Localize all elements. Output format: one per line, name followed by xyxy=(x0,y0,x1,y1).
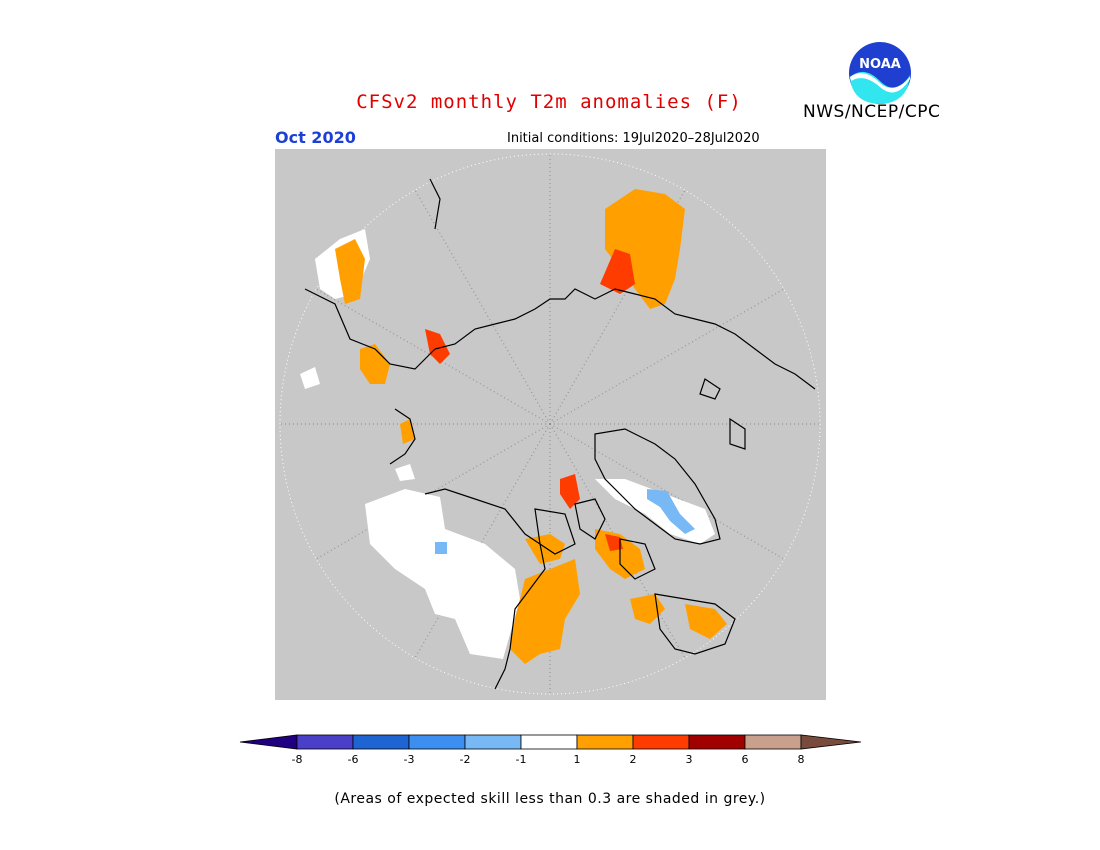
initial-conditions: Initial conditions: 19Jul2020–28Jul2020 xyxy=(507,131,760,146)
coastlines xyxy=(304,178,816,690)
agency-label: NWS/NCEP/CPC xyxy=(803,102,941,122)
colorbar-box xyxy=(576,734,634,750)
colorbar-tick-label: -1 xyxy=(516,753,527,766)
colorbar-box xyxy=(520,734,578,750)
colorbar-tick-label: 1 xyxy=(574,753,581,766)
colorbar-box xyxy=(744,734,802,750)
red-anomaly-regions xyxy=(425,249,635,551)
colorbar-tick-label: -3 xyxy=(404,753,415,766)
colorbar: -8 -6 -3 -2 -1 1 2 3 6 8 xyxy=(239,734,862,766)
forecast-month: Oct 2020 xyxy=(275,128,356,147)
colorbar-tick-label: 3 xyxy=(686,753,693,766)
colorbar-box xyxy=(632,734,690,750)
colorbar-tick-label: -2 xyxy=(460,753,471,766)
polar-map xyxy=(275,149,826,700)
colorbar-arrow-high xyxy=(800,734,862,750)
map-title: CFSv2 monthly T2m anomalies (F) xyxy=(356,91,742,113)
colorbar-tick-label: 8 xyxy=(798,753,805,766)
colorbar-box xyxy=(688,734,746,750)
colorbar-box xyxy=(296,734,354,750)
outer-latitude-circle xyxy=(279,153,821,695)
skill-note: (Areas of expected skill less than 0.3 a… xyxy=(334,791,766,807)
colorbar-tick-label: -8 xyxy=(292,753,303,766)
blue-anomaly-regions xyxy=(435,489,695,554)
noaa-logo: NOAA xyxy=(849,42,911,104)
colorbar-box xyxy=(408,734,466,750)
colorbar-tick-label: 6 xyxy=(742,753,749,766)
colorbar-tick-label: 2 xyxy=(630,753,637,766)
colorbar-box xyxy=(464,734,522,750)
colorbar-tick-label: -6 xyxy=(348,753,359,766)
colorbar-box xyxy=(352,734,410,750)
logo-text: NOAA xyxy=(859,57,901,72)
colorbar-arrow-low xyxy=(239,734,298,750)
